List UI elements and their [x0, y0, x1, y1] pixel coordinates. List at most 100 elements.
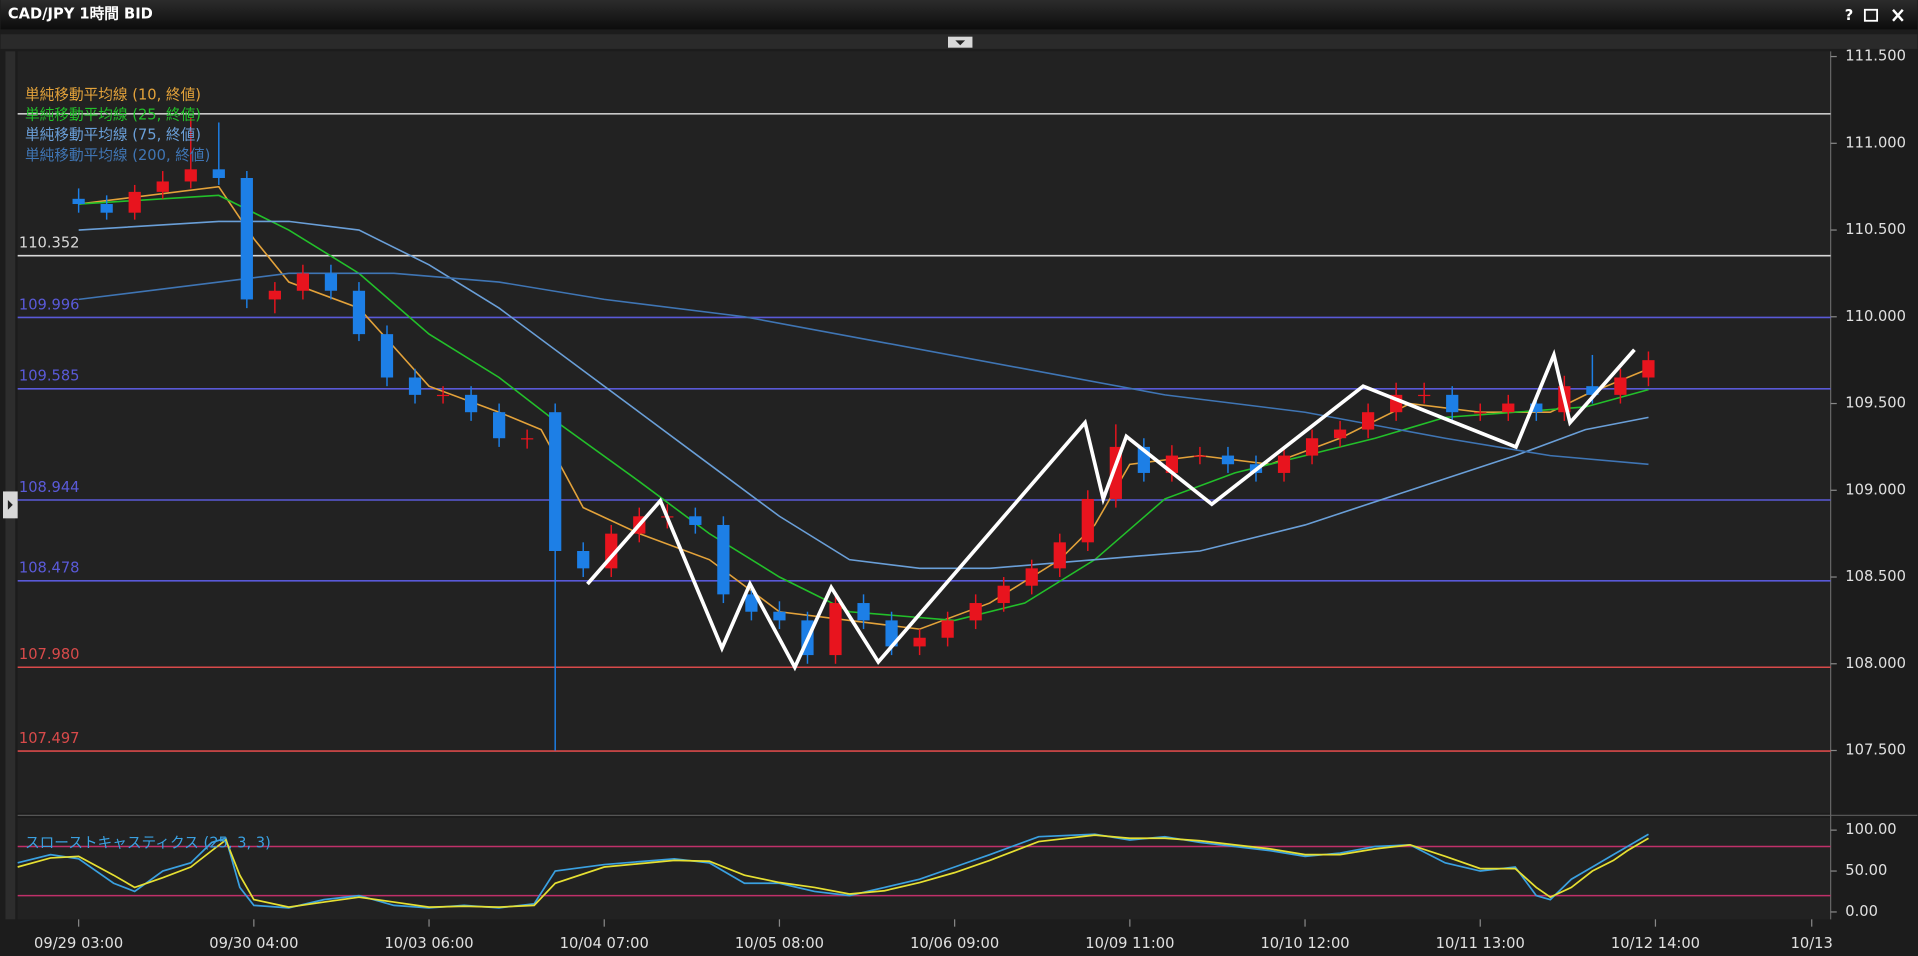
- y-tick-label: 108.000: [1845, 655, 1906, 672]
- main-plot-area: [17, 51, 1831, 813]
- window-title: CAD/JPY 1時間 BID: [8, 5, 153, 23]
- candle-body: [296, 273, 310, 291]
- candle-body: [521, 438, 534, 440]
- x-tick-label: 10/12 14:00: [1611, 935, 1700, 952]
- x-tick-label: 10/09 11:00: [1085, 935, 1174, 952]
- sub-plot-area: [17, 817, 1831, 920]
- candle-body: [997, 585, 1010, 604]
- candle-body: [380, 334, 394, 378]
- candle-body: [941, 620, 954, 638]
- legend-entry: 単純移動平均線 (200, 終値): [25, 147, 210, 164]
- y-tick-label: 100.00: [1845, 821, 1896, 838]
- level-label: 109.585: [19, 368, 80, 385]
- level-label: 107.497: [19, 730, 80, 747]
- legend-entry: 単純移動平均線 (25, 終値): [25, 107, 201, 124]
- candle-body: [913, 637, 926, 647]
- candle-body: [1362, 412, 1375, 430]
- close-button[interactable]: [1892, 8, 1904, 22]
- candle-body: [1642, 360, 1655, 378]
- x-tick-label: 09/29 03:00: [34, 935, 123, 952]
- candle-body: [1333, 429, 1347, 439]
- candle-body: [689, 516, 702, 525]
- candle-body: [857, 603, 870, 621]
- x-tick-label: 10/04 07:00: [560, 935, 649, 952]
- candle-body: [885, 620, 898, 647]
- y-tick-label: 107.500: [1845, 742, 1906, 759]
- candle-body: [493, 412, 506, 439]
- moving-average-line: [78, 220, 1649, 570]
- level-label: 108.944: [19, 479, 80, 496]
- stochastic-line: [17, 834, 1649, 908]
- y-tick-label: 110.000: [1845, 308, 1906, 325]
- candle-body: [212, 169, 225, 178]
- candle-body: [1025, 568, 1038, 586]
- candle-body: [773, 611, 786, 621]
- left-scrollbar[interactable]: [5, 51, 16, 920]
- side-toggle-arrow: [7, 500, 13, 510]
- plot-layer: 110.352 109.996 109.585 108.944 108.478 107.9…: [17, 48, 1906, 952]
- x-tick-label: 10/13: [1791, 935, 1833, 952]
- y-tick-label: 0.00: [1845, 903, 1878, 920]
- candle-body: [1474, 412, 1487, 414]
- y-tick-label: 109.500: [1845, 395, 1906, 412]
- candle-body: [324, 273, 338, 291]
- x-tick-label: 10/10 12:00: [1260, 935, 1349, 952]
- x-tick-label: 10/06 09:00: [910, 935, 999, 952]
- moving-average-line: [78, 194, 1649, 622]
- toggle-arrow: [955, 40, 966, 46]
- candle-body: [969, 603, 982, 621]
- candle-body: [577, 550, 590, 569]
- candle-body: [240, 177, 253, 300]
- y-tick-label: 109.000: [1845, 481, 1906, 498]
- candle-body: [1530, 403, 1543, 413]
- candle-body: [408, 377, 422, 395]
- candle-body: [436, 394, 450, 397]
- level-label: 107.980: [19, 646, 80, 663]
- x-tick-label: 10/03 06:00: [384, 935, 473, 952]
- y-tick-label: 111.000: [1845, 134, 1906, 151]
- y-tick-label: 111.500: [1845, 48, 1906, 65]
- candle-body: [1305, 438, 1319, 456]
- level-label: 109.996: [19, 296, 80, 313]
- maximize-button[interactable]: [1863, 8, 1879, 22]
- candle-body: [717, 524, 730, 595]
- candle-body: [352, 290, 366, 335]
- level-label: 110.352: [19, 234, 80, 251]
- legend-entry: 単純移動平均線 (10, 終値): [25, 86, 201, 103]
- candle-body: [1221, 455, 1235, 465]
- stochastic-line: [17, 833, 1649, 909]
- candle-body: [1081, 498, 1094, 543]
- candle-body: [1502, 403, 1515, 413]
- candle-body: [156, 181, 169, 192]
- candle-body: [1418, 394, 1431, 397]
- help-button[interactable]: ?: [1845, 7, 1854, 24]
- indicator-title: スローストキャスティクス (25, 3, 3): [25, 835, 271, 852]
- level-label: 108.478: [19, 560, 80, 577]
- candle-body: [1053, 542, 1066, 569]
- moving-average-line: [78, 272, 1649, 466]
- candle-body: [464, 394, 478, 413]
- x-tick-label: 10/05 08:00: [735, 935, 824, 952]
- candle-body: [549, 412, 562, 551]
- candle-body: [72, 198, 85, 205]
- zigzag-line: [586, 348, 1636, 672]
- candle-body: [1446, 394, 1459, 413]
- candle-body: [128, 191, 141, 213]
- candle-body: [184, 169, 197, 182]
- candle-body: [100, 204, 113, 213]
- title-bar: [0, 0, 1918, 30]
- y-tick-label: 110.500: [1845, 221, 1906, 238]
- candle-body: [1586, 386, 1599, 395]
- y-tick-label: 108.500: [1845, 568, 1906, 585]
- candle-body: [1193, 455, 1207, 457]
- x-tick-label: 10/11 13:00: [1436, 935, 1525, 952]
- candle-body: [745, 594, 758, 612]
- candle-body: [268, 290, 281, 300]
- candle-body: [1614, 377, 1627, 395]
- y-tick-label: 50.00: [1845, 862, 1887, 879]
- x-tick-label: 09/30 04:00: [209, 935, 298, 952]
- candle-body: [829, 603, 842, 656]
- legend-entry: 単純移動平均線 (75, 終値): [25, 127, 201, 144]
